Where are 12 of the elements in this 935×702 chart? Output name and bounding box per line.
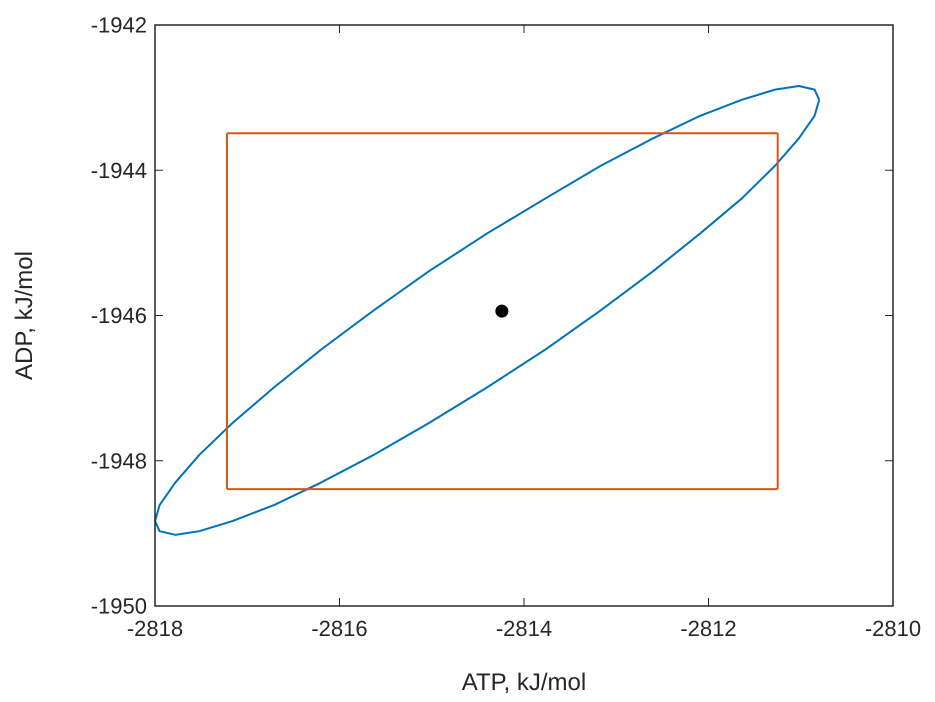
y-tick-label: -1950 bbox=[90, 594, 147, 619]
x-tick-label: -2810 bbox=[864, 616, 922, 641]
y-tick-label: -1946 bbox=[90, 303, 147, 328]
y-tick-label: -1948 bbox=[90, 448, 147, 474]
y-axis-title: ADP, kJ/mol bbox=[11, 251, 38, 380]
y-tick-label: -1944 bbox=[90, 158, 147, 183]
x-tick-label: -2814 bbox=[496, 616, 552, 641]
y-tick-label: -1942 bbox=[90, 12, 147, 38]
x-axis-title: ATP, kJ/mol bbox=[462, 669, 586, 696]
x-tick-label: -2816 bbox=[311, 616, 368, 641]
x-tick-label: -2818 bbox=[126, 616, 184, 641]
x-tick-label: -2812 bbox=[680, 616, 737, 641]
